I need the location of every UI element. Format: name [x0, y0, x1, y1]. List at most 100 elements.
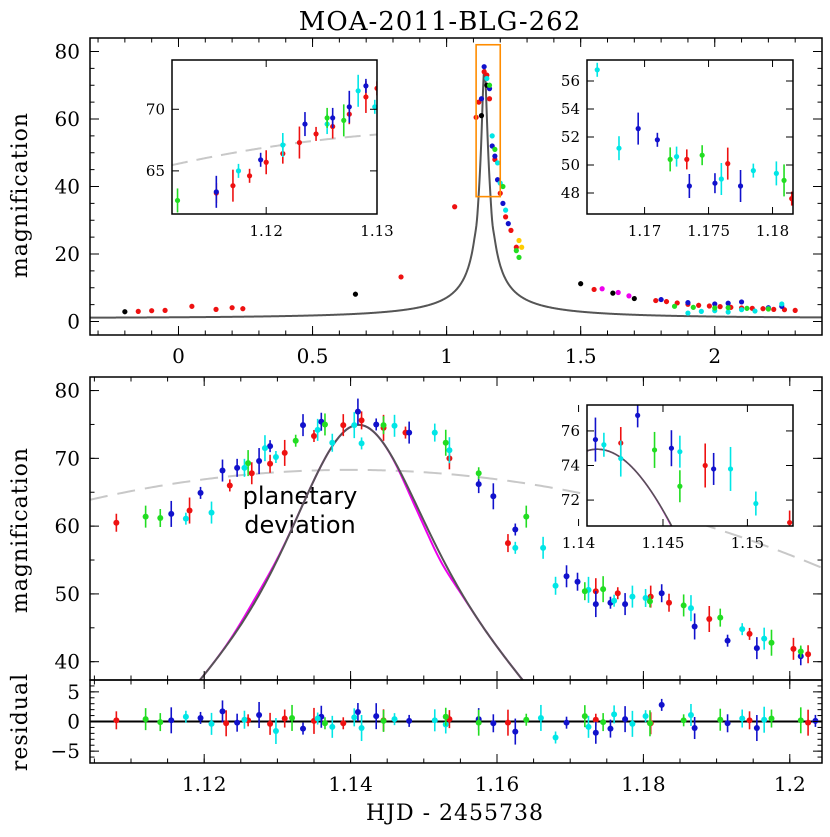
- top-left-inset-point: [258, 157, 264, 163]
- bottom-point: [267, 460, 274, 467]
- bottom-panel: 40 50 60 70 80: [55, 376, 823, 681]
- top-point: [505, 221, 511, 227]
- top-point: [765, 306, 771, 312]
- residual-point: [142, 716, 149, 723]
- bottom-point: [186, 507, 193, 514]
- residual-point: [373, 713, 380, 720]
- top-point: [752, 308, 758, 314]
- bottom-point: [629, 593, 636, 600]
- residual-ytick-label: 5: [67, 680, 80, 704]
- x-axis-label: HJD - 2455738: [366, 801, 544, 826]
- residual-point: [406, 717, 413, 724]
- bottom-point: [717, 614, 724, 621]
- top-point: [122, 309, 128, 315]
- top-left-inset-point: [341, 117, 347, 123]
- top-right-inset-point: [616, 145, 622, 151]
- bottom-inset-point: [727, 466, 734, 472]
- bottom-point: [680, 602, 687, 609]
- bottom-point: [340, 422, 347, 429]
- top-point: [591, 286, 597, 293]
- bottom-point: [797, 648, 804, 655]
- bottom-point: [168, 510, 175, 517]
- residual-point: [512, 728, 519, 735]
- residual-ytick-label: 0: [67, 710, 80, 734]
- top-right-inset-points: [594, 62, 793, 206]
- top-point: [500, 183, 506, 190]
- top-point: [484, 75, 490, 82]
- residual-xtick-label: 1.14: [328, 772, 373, 796]
- top-right-inset-point: [635, 126, 641, 132]
- residual-point: [340, 720, 347, 727]
- bottom-point: [261, 445, 268, 452]
- residual-point: [168, 717, 175, 724]
- bottom-point: [314, 426, 321, 433]
- top-point: [162, 307, 168, 313]
- residual-point: [329, 723, 336, 730]
- top-point: [189, 303, 195, 309]
- bottom-point: [234, 464, 241, 471]
- bottom-inset-point: [677, 449, 683, 455]
- top-right-inset-ytick-label: 54: [561, 100, 580, 118]
- top-ytick-label: 60: [55, 107, 80, 131]
- bottom-point: [646, 598, 653, 605]
- top-right-inset-point: [737, 183, 744, 189]
- top-point: [744, 305, 750, 311]
- bottom-inset-point: [711, 466, 717, 472]
- bottom-point: [706, 615, 713, 622]
- planet-model: [198, 423, 524, 680]
- bottom-point: [391, 422, 398, 429]
- bottom-point: [600, 586, 607, 593]
- top-right-inset-point: [684, 156, 690, 162]
- bottom-point: [256, 458, 263, 465]
- top-xtick-label: 1.5: [565, 344, 597, 368]
- top-right-inset-point: [773, 170, 779, 176]
- top-model-curve: [90, 66, 822, 319]
- residual-xtick-label: 1.18: [621, 772, 666, 796]
- residual-point: [768, 715, 775, 722]
- top-left-inset-point: [372, 104, 377, 110]
- residual-point: [208, 720, 215, 727]
- residual-points: [113, 698, 819, 745]
- top-left-inset-point: [235, 168, 242, 174]
- top-left-inset-frame: [171, 59, 378, 215]
- top-left-inset-ytick-label: 65: [146, 162, 165, 180]
- top-panel-ylabel: magnification: [8, 112, 33, 278]
- top-left-inset-xtick-label: 1.13: [360, 222, 393, 240]
- residual-xtick-label: 1.16: [475, 772, 520, 796]
- residual-point: [592, 729, 599, 736]
- residual-xtick-label: 1.2: [774, 772, 806, 796]
- top-point: [738, 299, 745, 305]
- bottom-inset-point: [618, 455, 624, 462]
- top-point: [685, 310, 691, 316]
- bottom-point: [406, 429, 413, 436]
- top-point: [738, 307, 745, 313]
- bottom-point: [512, 544, 519, 551]
- top-right-inset-ytick-label: 48: [561, 184, 580, 202]
- top-left-inset-bg: [172, 60, 377, 214]
- residual-point: [380, 717, 387, 724]
- bottom-point: [622, 601, 629, 608]
- bottom-point: [300, 422, 307, 429]
- top-right-inset-ytick-label: 50: [561, 156, 580, 174]
- top-point: [486, 82, 493, 88]
- bottom-point: [523, 513, 530, 520]
- top-point: [500, 200, 506, 206]
- residual-point: [281, 715, 288, 722]
- residual-point: [581, 713, 588, 720]
- top-point: [771, 306, 777, 312]
- top-point: [653, 297, 659, 304]
- top-point: [486, 96, 493, 102]
- residual-point: [600, 719, 607, 726]
- top-point: [725, 305, 731, 311]
- bottom-point: [321, 421, 328, 428]
- bottom-point: [219, 467, 226, 474]
- residual-point: [523, 716, 530, 723]
- bottom-inset-point: [702, 462, 708, 469]
- bottom-point: [768, 639, 775, 646]
- top-left-inset-point: [302, 121, 308, 127]
- top-right-inset-point: [667, 156, 673, 162]
- top-left-inset-point: [213, 189, 219, 195]
- residual-point: [113, 717, 120, 724]
- residual-ytick-label: −5: [51, 739, 80, 763]
- bottom-point: [691, 623, 698, 630]
